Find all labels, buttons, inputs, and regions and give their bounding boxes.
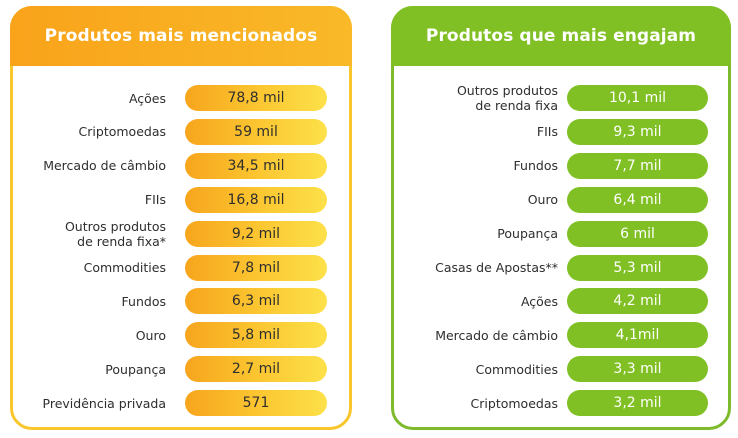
product-value-pill: 10,1 mil [567,85,708,111]
product-row: Criptomoedas 59 mil [13,118,349,146]
product-label: Ouro [135,327,166,343]
product-value-pill: 7,8 mil [185,254,327,281]
product-value-pill: 6,3 mil [185,288,327,315]
product-value-pill: 6,4 mil [567,186,708,213]
product-label: Previdência privada [42,395,166,411]
product-value-pill: 3,3 mil [567,356,708,383]
product-label: Ouro [527,192,558,208]
product-row: Ações 4,2 mil [394,287,728,315]
product-value-pill: 4,2 mil [567,288,708,315]
product-label: Criptomoedas [78,124,166,140]
product-value-pill: 9,2 mil [185,220,327,247]
product-label: Poupança [105,361,166,377]
product-label: Mercado de câmbio [43,158,166,174]
product-row: Fundos 6,3 mil [13,287,349,315]
product-row: Poupança 2,7 mil [13,355,349,383]
mentioned-products-panel: Produtos mais mencionados Ações 78,8 mil C… [10,6,352,430]
mentioned-products-title: Produtos mais mencionados [10,6,352,66]
product-value-pill: 2,7 mil [185,356,327,383]
product-label: Ações [520,293,558,309]
product-label: Mercado de câmbio [435,327,558,343]
product-value-pill: 34,5 mil [185,152,327,179]
product-row: Ouro 6,4 mil [394,186,728,214]
product-value-pill: 78,8 mil [185,85,327,111]
product-label: Fundos [121,293,166,309]
product-row: Casas de Apostas** 5,3 mil [394,254,728,282]
product-row: Poupança 6 mil [394,220,728,248]
product-row: Fundos 7,7 mil [394,152,728,180]
product-row: FIIs 16,8 mil [13,186,349,214]
product-label: Fundos [513,158,558,174]
product-value-pill: 7,7 mil [567,152,708,179]
product-row: Commodities 3,3 mil [394,355,728,383]
product-value-pill: 59 mil [185,118,327,145]
product-label: FIIs [536,124,558,140]
product-row: Ações 78,8 mil [13,84,349,112]
product-value-pill: 3,2 mil [567,390,708,417]
product-value-pill: 9,3 mil [567,118,708,145]
product-label: Criptomoedas [470,395,558,411]
product-value-pill: 5,8 mil [185,322,327,349]
product-label: FIIs [144,192,166,208]
product-value-pill: 5,3 mil [567,254,708,281]
product-row: Previdência privada 571 [13,389,349,417]
product-value-pill: 16,8 mil [185,186,327,213]
product-label: Commodities [475,361,558,377]
product-label: Outros produtos de renda fixa [456,83,558,113]
engaging-products-panel: Produtos que mais engajam Outros produto… [391,6,731,430]
product-row: Mercado de câmbio 4,1mil [394,321,728,349]
product-label: Commodities [83,260,166,275]
product-label: Casas de Apostas** [435,260,558,275]
engaging-products-title: Produtos que mais engajam [391,6,731,66]
product-row: Outros produtos de renda fixa* 9,2 mil [13,218,349,249]
product-value-pill: 4,1mil [567,322,708,349]
product-value-pill: 6 mil [567,220,708,247]
product-value-pill: 571 [185,390,327,417]
product-row: Commodities 7,8 mil [13,254,349,282]
product-row: Outros produtos de renda fixa 10,1 mil [394,83,728,113]
product-row: Criptomoedas 3,2 mil [394,389,728,417]
product-row: Mercado de câmbio 34,5 mil [13,152,349,180]
product-row: FIIs 9,3 mil [394,118,728,146]
product-label: Ações [128,90,166,106]
product-row: Ouro 5,8 mil [13,321,349,349]
product-label: Poupança [497,226,558,242]
product-label: Outros produtos de renda fixa* [64,218,166,249]
